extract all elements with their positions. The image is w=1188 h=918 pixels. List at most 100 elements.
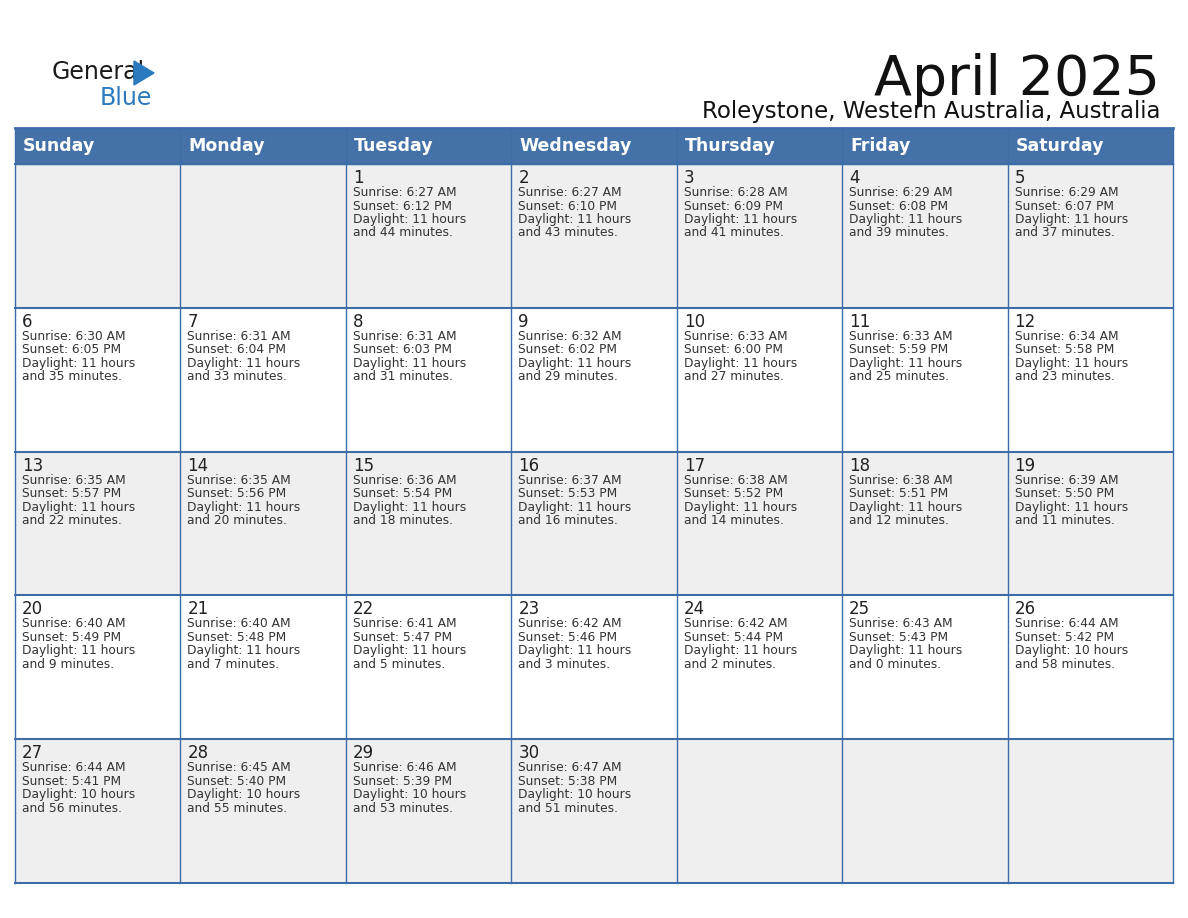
Text: Sunset: 5:53 PM: Sunset: 5:53 PM [518,487,618,500]
Text: Daylight: 11 hours: Daylight: 11 hours [684,644,797,657]
Text: Sunset: 5:46 PM: Sunset: 5:46 PM [518,631,618,644]
Text: 19: 19 [1015,456,1036,475]
Text: Sunset: 5:44 PM: Sunset: 5:44 PM [684,631,783,644]
Bar [15,452,1173,596]
Text: Sunset: 6:09 PM: Sunset: 6:09 PM [684,199,783,212]
Bar [15,308,1173,452]
Text: 9: 9 [518,313,529,330]
Text: and 11 minutes.: and 11 minutes. [1015,514,1114,527]
Text: Daylight: 11 hours: Daylight: 11 hours [23,357,135,370]
Text: Daylight: 11 hours: Daylight: 11 hours [353,357,466,370]
Bar [15,739,1173,883]
Text: and 27 minutes.: and 27 minutes. [684,370,784,384]
Text: and 29 minutes.: and 29 minutes. [518,370,618,384]
Text: Sunrise: 6:44 AM: Sunrise: 6:44 AM [23,761,126,774]
Text: Sunset: 5:42 PM: Sunset: 5:42 PM [1015,631,1113,644]
Text: Sunset: 5:40 PM: Sunset: 5:40 PM [188,775,286,788]
Text: Sunrise: 6:27 AM: Sunrise: 6:27 AM [353,186,456,199]
Text: 29: 29 [353,744,374,762]
Text: Sunset: 5:51 PM: Sunset: 5:51 PM [849,487,948,500]
Text: and 20 minutes.: and 20 minutes. [188,514,287,527]
Text: Sunrise: 6:37 AM: Sunrise: 6:37 AM [518,474,621,487]
Text: Daylight: 11 hours: Daylight: 11 hours [849,644,962,657]
Text: and 0 minutes.: and 0 minutes. [849,658,941,671]
Text: Sunset: 6:02 PM: Sunset: 6:02 PM [518,343,618,356]
Text: Sunrise: 6:42 AM: Sunrise: 6:42 AM [518,618,621,631]
Text: and 5 minutes.: and 5 minutes. [353,658,446,671]
Text: Daylight: 11 hours: Daylight: 11 hours [849,213,962,226]
Text: 2: 2 [518,169,529,187]
Text: 11: 11 [849,313,871,330]
Text: Sunrise: 6:38 AM: Sunrise: 6:38 AM [684,474,788,487]
Text: Sunset: 6:00 PM: Sunset: 6:00 PM [684,343,783,356]
Text: 5: 5 [1015,169,1025,187]
Text: Sunrise: 6:31 AM: Sunrise: 6:31 AM [188,330,291,342]
Text: and 18 minutes.: and 18 minutes. [353,514,453,527]
Text: Sunrise: 6:47 AM: Sunrise: 6:47 AM [518,761,621,774]
Text: Sunrise: 6:41 AM: Sunrise: 6:41 AM [353,618,456,631]
Text: and 25 minutes.: and 25 minutes. [849,370,949,384]
Text: Friday: Friday [851,137,910,155]
Text: Sunset: 5:48 PM: Sunset: 5:48 PM [188,631,286,644]
Text: Daylight: 11 hours: Daylight: 11 hours [23,644,135,657]
Text: Sunrise: 6:35 AM: Sunrise: 6:35 AM [23,474,126,487]
Text: 7: 7 [188,313,198,330]
Text: 14: 14 [188,456,209,475]
Text: Sunset: 5:43 PM: Sunset: 5:43 PM [849,631,948,644]
Text: Saturday: Saturday [1016,137,1104,155]
Text: Sunrise: 6:28 AM: Sunrise: 6:28 AM [684,186,788,199]
Text: and 7 minutes.: and 7 minutes. [188,658,279,671]
Text: 16: 16 [518,456,539,475]
Text: Sunrise: 6:40 AM: Sunrise: 6:40 AM [188,618,291,631]
Text: and 53 minutes.: and 53 minutes. [353,801,453,814]
Text: Daylight: 11 hours: Daylight: 11 hours [353,644,466,657]
Bar [842,128,1007,164]
Text: Sunset: 5:38 PM: Sunset: 5:38 PM [518,775,618,788]
Text: 17: 17 [684,456,704,475]
Text: Daylight: 11 hours: Daylight: 11 hours [1015,213,1127,226]
Text: Daylight: 11 hours: Daylight: 11 hours [353,500,466,513]
Bar [15,596,1173,739]
Text: Daylight: 11 hours: Daylight: 11 hours [518,357,632,370]
Text: Tuesday: Tuesday [354,137,434,155]
Text: 22: 22 [353,600,374,619]
Text: 23: 23 [518,600,539,619]
Text: Wednesday: Wednesday [519,137,632,155]
Text: Sunset: 6:04 PM: Sunset: 6:04 PM [188,343,286,356]
Text: 20: 20 [23,600,43,619]
Text: Sunrise: 6:39 AM: Sunrise: 6:39 AM [1015,474,1118,487]
Text: 12: 12 [1015,313,1036,330]
Text: Sunset: 6:12 PM: Sunset: 6:12 PM [353,199,451,212]
Text: Daylight: 11 hours: Daylight: 11 hours [188,500,301,513]
Text: Sunset: 5:58 PM: Sunset: 5:58 PM [1015,343,1114,356]
Bar [1007,128,1173,164]
Text: 28: 28 [188,744,209,762]
Text: 13: 13 [23,456,43,475]
Text: 21: 21 [188,600,209,619]
Text: Sunrise: 6:27 AM: Sunrise: 6:27 AM [518,186,621,199]
Text: Daylight: 10 hours: Daylight: 10 hours [188,789,301,801]
Text: Sunset: 5:54 PM: Sunset: 5:54 PM [353,487,453,500]
Text: and 14 minutes.: and 14 minutes. [684,514,784,527]
Text: and 3 minutes.: and 3 minutes. [518,658,611,671]
Text: Sunset: 5:50 PM: Sunset: 5:50 PM [1015,487,1114,500]
Text: Sunrise: 6:46 AM: Sunrise: 6:46 AM [353,761,456,774]
Text: Daylight: 11 hours: Daylight: 11 hours [684,213,797,226]
Text: Sunrise: 6:44 AM: Sunrise: 6:44 AM [1015,618,1118,631]
Text: Daylight: 11 hours: Daylight: 11 hours [518,213,632,226]
Text: Monday: Monday [189,137,265,155]
Polygon shape [134,61,154,85]
Text: Sunset: 5:49 PM: Sunset: 5:49 PM [23,631,121,644]
Text: Sunrise: 6:36 AM: Sunrise: 6:36 AM [353,474,456,487]
Text: and 44 minutes.: and 44 minutes. [353,227,453,240]
Text: 27: 27 [23,744,43,762]
Text: Daylight: 11 hours: Daylight: 11 hours [518,500,632,513]
Text: Sunrise: 6:35 AM: Sunrise: 6:35 AM [188,474,291,487]
Text: Daylight: 11 hours: Daylight: 11 hours [849,357,962,370]
Text: and 56 minutes.: and 56 minutes. [23,801,122,814]
Bar [15,164,1173,308]
Text: Sunrise: 6:30 AM: Sunrise: 6:30 AM [23,330,126,342]
Text: and 55 minutes.: and 55 minutes. [188,801,287,814]
Text: Daylight: 11 hours: Daylight: 11 hours [518,644,632,657]
Text: Daylight: 11 hours: Daylight: 11 hours [684,500,797,513]
